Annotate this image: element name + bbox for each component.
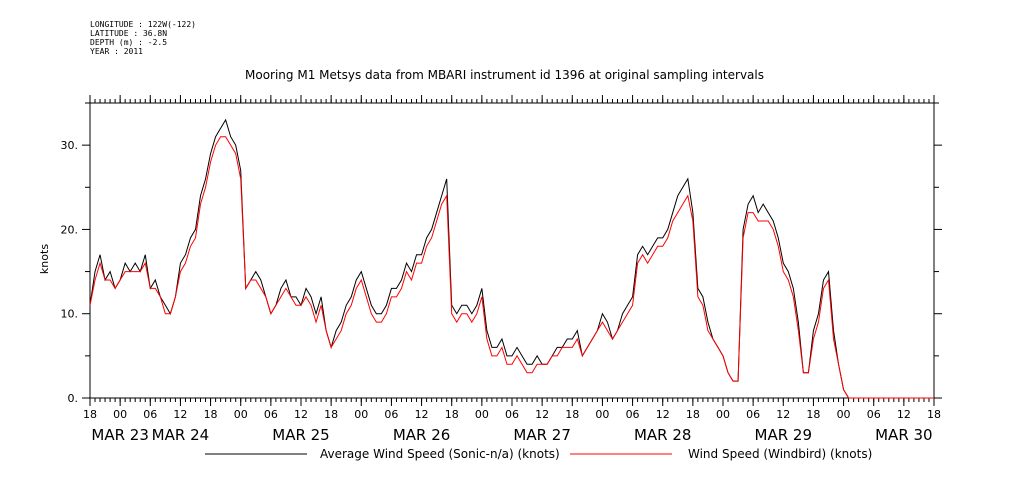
depth-label: DEPTH (m) : -2.5 xyxy=(90,38,168,47)
x-tick-label: 12 xyxy=(776,408,790,421)
metadata-block: LONGITUDE : 122W(-122) LATITUDE : 36.8N … xyxy=(90,20,196,56)
x-tick-label: 00 xyxy=(475,408,489,421)
y-tick-label: 30. xyxy=(61,139,79,152)
series-line-sonic xyxy=(89,118,934,399)
latitude-label: LATITUDE : 36.8N xyxy=(90,29,168,38)
x-tick-label: 06 xyxy=(867,408,881,421)
x-tick-label: 18 xyxy=(927,408,941,421)
x-tick-label: 18 xyxy=(204,408,218,421)
x-tick-label: 06 xyxy=(264,408,278,421)
y-tick-label: 20. xyxy=(61,223,79,236)
x-tick-label: 06 xyxy=(505,408,519,421)
plot-frame xyxy=(89,102,935,399)
x-tick-label: 00 xyxy=(595,408,609,421)
x-tick-label: 12 xyxy=(656,408,670,421)
series-line-windbird xyxy=(89,136,934,399)
x-tick-label: 12 xyxy=(415,408,429,421)
date-label: MAR 26 xyxy=(393,426,450,444)
y-axis-label: knots xyxy=(38,244,51,274)
x-tick-label: 00 xyxy=(113,408,127,421)
longitude-label: LONGITUDE : 122W(-122) xyxy=(90,20,196,29)
x-tick-label: 00 xyxy=(354,408,368,421)
y-tick-label: 10. xyxy=(61,308,79,321)
date-label: MAR 27 xyxy=(513,426,570,444)
chart-title: Mooring M1 Metsys data from MBARI instru… xyxy=(245,68,764,82)
x-tick-label: 18 xyxy=(686,408,700,421)
x-tick-label: 18 xyxy=(324,408,338,421)
legend-label-windbird: Wind Speed (Windbird) (knots) xyxy=(688,447,872,461)
y-tick-label: 0. xyxy=(68,392,79,405)
legend-label-sonic: Average Wind Speed (Sonic-n/a) (knots) xyxy=(320,447,560,461)
x-tick-label: 12 xyxy=(535,408,549,421)
date-label: MAR 29 xyxy=(755,426,812,444)
x-tick-label: 00 xyxy=(837,408,851,421)
x-tick-label: 12 xyxy=(173,408,187,421)
x-tick-label: 18 xyxy=(565,408,579,421)
date-label: MAR 23 xyxy=(91,426,148,444)
x-tick-label: 06 xyxy=(384,408,398,421)
x-tick-label: 12 xyxy=(294,408,308,421)
x-tick-label: 00 xyxy=(234,408,248,421)
x-tick-label: 18 xyxy=(83,408,97,421)
date-label: MAR 25 xyxy=(272,426,329,444)
date-label: MAR 30 xyxy=(875,426,932,444)
date-label: MAR 28 xyxy=(634,426,691,444)
x-tick-label: 18 xyxy=(445,408,459,421)
x-tick-label: 06 xyxy=(626,408,640,421)
date-label: MAR 24 xyxy=(152,426,209,444)
x-tick-label: 12 xyxy=(897,408,911,421)
x-tick-label: 06 xyxy=(143,408,157,421)
x-tick-label: 00 xyxy=(716,408,730,421)
x-tick-label: 06 xyxy=(746,408,760,421)
x-tick-label: 18 xyxy=(806,408,820,421)
legend: Average Wind Speed (Sonic-n/a) (knots) W… xyxy=(205,447,872,461)
year-label: YEAR : 2011 xyxy=(90,47,143,56)
